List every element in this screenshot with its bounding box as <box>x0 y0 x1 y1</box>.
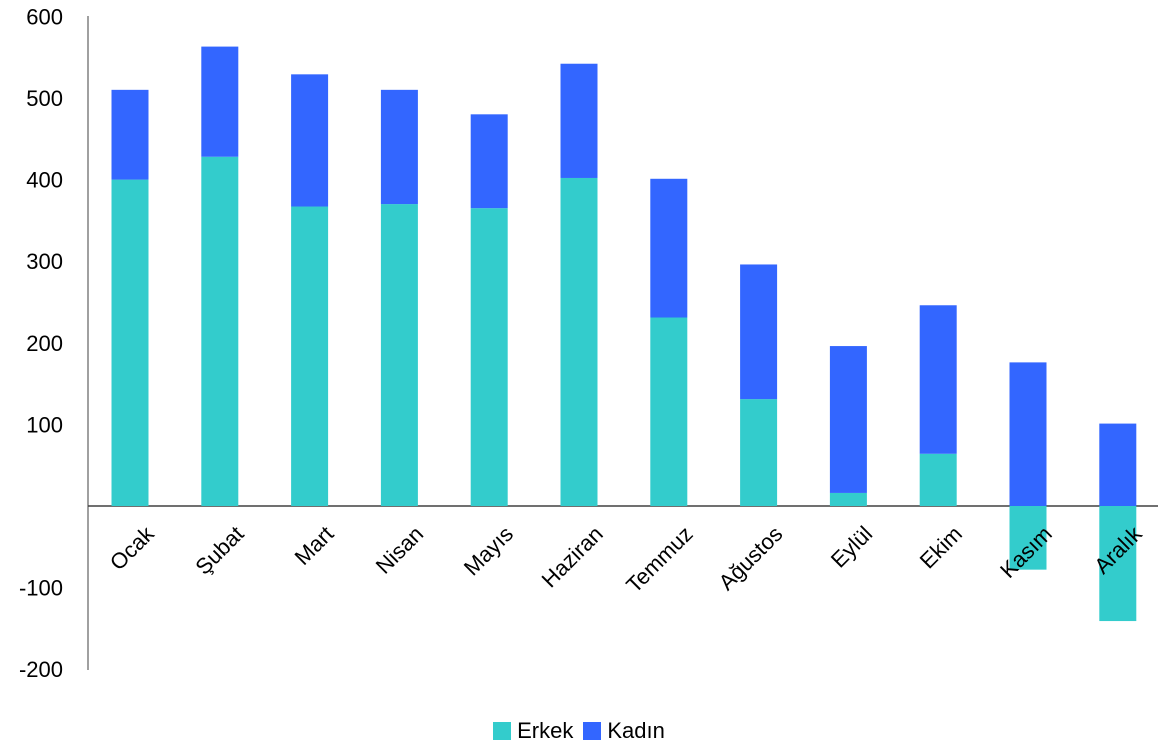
y-tick-label: 100 <box>26 412 63 437</box>
bar-erkek-5 <box>560 177 598 506</box>
x-category-label: Haziran <box>537 521 608 592</box>
bar-kadın-6 <box>650 178 688 318</box>
bar-kadın-5 <box>560 63 598 178</box>
x-category-label: Nisan <box>371 521 428 578</box>
legend-item-kadin: Kadın <box>583 718 665 744</box>
x-category-labels: Ocak Şubat Mart Nisan Mayıs Haziran Temmuz Ağus… <box>105 520 1147 597</box>
bar-kadın-0 <box>111 89 149 180</box>
bar-erkek-7 <box>740 399 778 506</box>
bar-erkek-2 <box>291 206 329 506</box>
y-tick-label: -200 <box>19 657 63 682</box>
bar-erkek-1 <box>201 156 239 506</box>
x-category-label: Ekim <box>915 521 967 573</box>
y-tick-label: 200 <box>26 331 63 356</box>
x-category-label: Şubat <box>190 521 248 579</box>
bar-erkek-0 <box>111 179 149 506</box>
bar-erkek-6 <box>650 317 688 506</box>
bar-kadın-9 <box>919 305 957 454</box>
bar-erkek-10 <box>1009 506 1047 570</box>
x-category-label: Mayıs <box>459 521 518 580</box>
bar-kadın-3 <box>380 89 418 205</box>
y-tick-label: 400 <box>26 168 63 193</box>
bar-erkek-11 <box>1099 506 1137 622</box>
bar-kadın-11 <box>1099 423 1137 506</box>
stacked-bar-chart: 600 500 400 300 200 100 -100 -200 Ocak Şubat Mart… <box>19 4 1158 682</box>
legend: Erkek Kadın <box>0 718 1158 744</box>
bar-erkek-8 <box>829 492 867 506</box>
bar-kadın-4 <box>470 114 508 209</box>
legend-swatch-erkek <box>493 722 512 740</box>
bars-group <box>111 46 1137 622</box>
x-category-label: Ağustos <box>714 521 788 595</box>
x-category-label: Eylül <box>826 521 877 572</box>
bar-erkek-3 <box>380 204 418 506</box>
y-tick-label: 500 <box>26 86 63 111</box>
y-tick-label: 600 <box>26 4 63 29</box>
x-category-label: Ocak <box>105 520 160 575</box>
bar-kadın-8 <box>829 346 867 493</box>
x-category-label: Temmuz <box>621 521 697 597</box>
bar-erkek-9 <box>919 453 957 506</box>
bar-kadın-1 <box>201 46 239 157</box>
legend-label-kadin: Kadın <box>607 718 665 743</box>
bar-kadın-7 <box>740 264 778 400</box>
y-tick-labels: 600 500 400 300 200 100 -100 -200 <box>19 4 63 682</box>
y-tick-label: -100 <box>19 576 63 601</box>
y-tick-label: 300 <box>26 249 63 274</box>
legend-swatch-kadin <box>583 722 602 740</box>
legend-label-erkek: Erkek <box>517 718 574 743</box>
x-category-label: Mart <box>290 521 339 570</box>
bar-kadın-10 <box>1009 362 1047 506</box>
bar-erkek-4 <box>470 208 508 506</box>
bar-kadın-2 <box>291 74 329 207</box>
legend-item-erkek: Erkek <box>493 718 573 744</box>
